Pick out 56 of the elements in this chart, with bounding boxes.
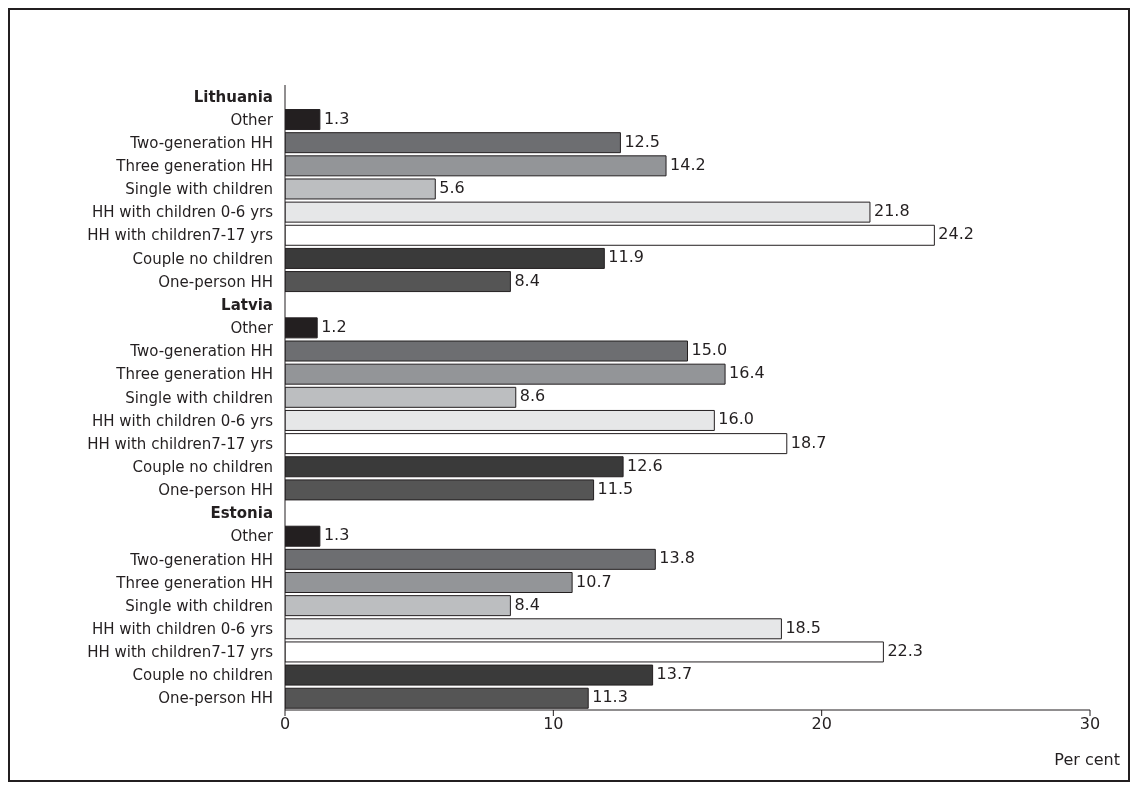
data-label: 11.5	[597, 478, 634, 498]
y-tick-label: Three generation HH	[115, 157, 273, 176]
y-tick-label: Two-generation HH	[129, 342, 273, 361]
data-label: 14.2	[670, 154, 706, 174]
data-label: 16.0	[718, 409, 754, 429]
data-label: 24.2	[938, 224, 974, 244]
y-tick-label: Other	[230, 110, 274, 129]
data-label: 8.6	[519, 386, 546, 406]
data-label: 15.0	[691, 340, 728, 360]
y-tick-label: HH with children 0-6 yrs	[92, 411, 274, 430]
data-label: 21.8	[873, 201, 910, 221]
data-label: 13.7	[656, 664, 693, 684]
y-tick-label: HH with children7-17 yrs	[87, 434, 274, 453]
data-label: 8.4	[514, 594, 540, 614]
data-label: 1.3	[323, 108, 350, 128]
y-tick-label: Single with children	[125, 180, 273, 199]
y-tick-label: Estonia	[210, 504, 273, 523]
y-tick-label: Couple no children	[132, 457, 273, 476]
y-tick-label: Latvia	[221, 295, 273, 314]
y-tick-label: One-person HH	[158, 481, 273, 500]
y-tick-label: HH with children7-17 yrs	[87, 643, 274, 662]
data-label: 18.5	[785, 617, 822, 637]
data-label: 12.6	[627, 455, 663, 475]
y-tick-label: One-person HH	[158, 272, 273, 291]
x-axis-title: Per cent	[1054, 750, 1120, 769]
y-tick-label: Other	[230, 319, 274, 338]
data-label: 5.6	[439, 177, 465, 197]
data-label: 8.4	[514, 270, 540, 290]
y-tick-label: Couple no children	[132, 249, 273, 268]
y-tick-label: Two-generation HH	[129, 550, 273, 569]
y-tick-label: Other	[230, 527, 274, 546]
y-tick-label: Three generation HH	[115, 573, 273, 592]
x-tick-label: 30	[1079, 714, 1101, 734]
data-label: 12.5	[624, 131, 661, 151]
data-label: 13.8	[659, 548, 695, 568]
x-tick-label: 20	[811, 714, 832, 734]
y-tick-label: HH with children 0-6 yrs	[92, 203, 274, 222]
data-label: 22.3	[887, 640, 924, 660]
y-tick-label: Three generation HH	[115, 365, 273, 384]
data-label: 11.3	[592, 687, 628, 707]
y-tick-label: Lithuania	[193, 87, 273, 106]
y-tick-label: Couple no children	[132, 666, 273, 685]
data-label: 16.4	[729, 363, 765, 383]
x-tick-label: 0	[279, 714, 291, 734]
data-label: 1.3	[323, 525, 350, 545]
data-label: 1.2	[321, 316, 347, 336]
y-tick-label: Single with children	[125, 388, 273, 407]
y-tick-label: One-person HH	[158, 689, 273, 708]
data-label: 11.9	[608, 247, 644, 267]
y-tick-label: Two-generation HH	[129, 133, 273, 152]
y-tick-label: Single with children	[125, 596, 273, 615]
y-tick-label: HH with children7-17 yrs	[87, 226, 274, 245]
data-label: 18.7	[790, 432, 827, 452]
data-label: 10.7	[576, 571, 612, 591]
y-tick-label: HH with children 0-6 yrs	[92, 619, 274, 638]
x-tick-label: 10	[543, 714, 564, 734]
